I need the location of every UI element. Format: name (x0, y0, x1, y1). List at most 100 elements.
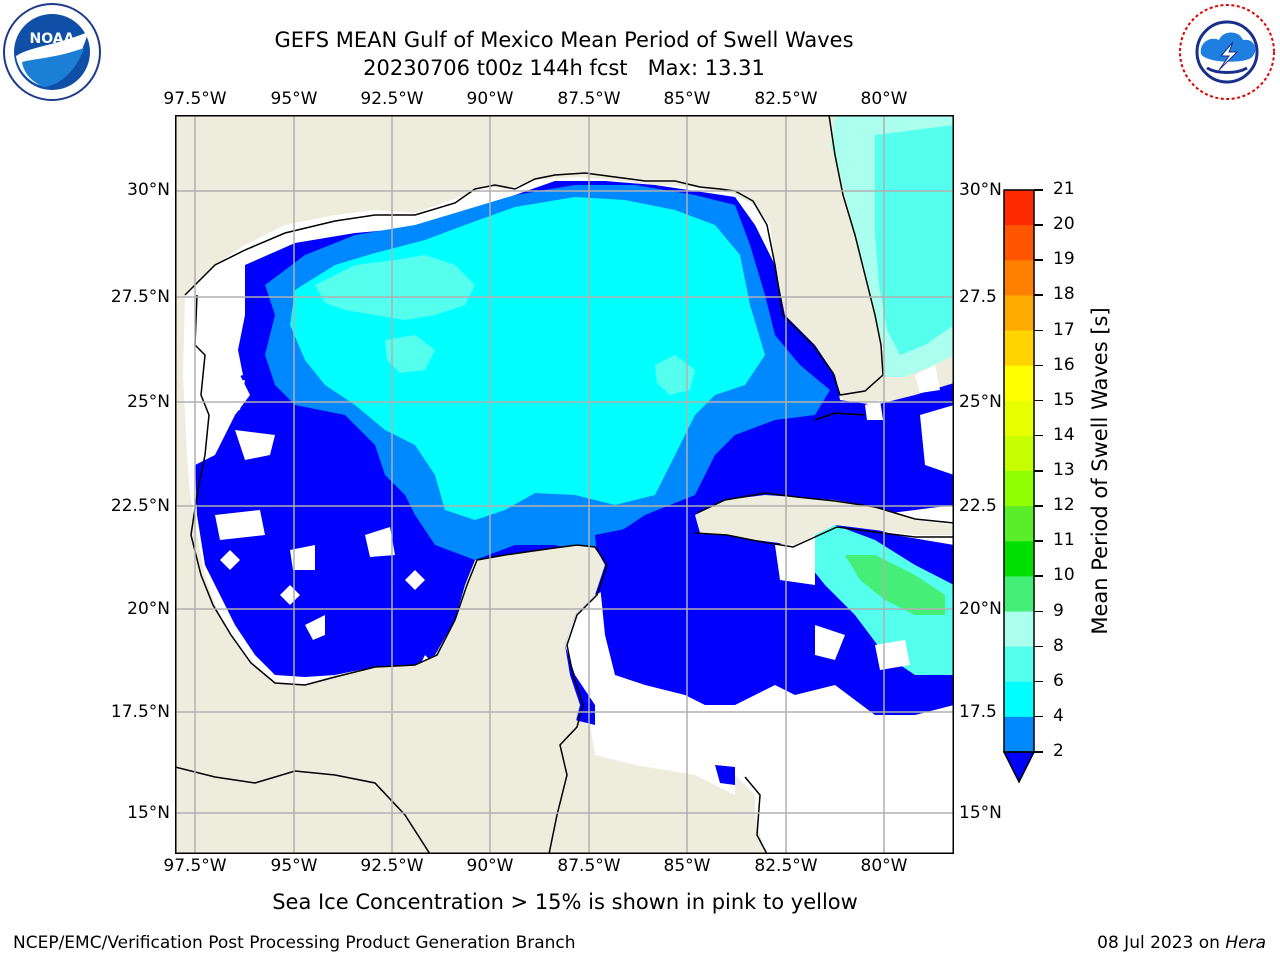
central-america-land (175, 755, 765, 854)
footer-credit: NCEP/EMC/Verification Post Processing Pr… (13, 933, 576, 953)
colorbar-extend-arrow (1002, 751, 1036, 784)
lat-label-right: 15°N (959, 803, 1002, 823)
colorbar-tick-mark (1034, 680, 1043, 683)
lon-label-top: 95°W (270, 89, 318, 109)
lat-label-right: 30°N (959, 180, 1002, 200)
colorbar-tick-mark (1034, 505, 1043, 507)
florida-land (755, 115, 885, 395)
colorbar-tick-mark (1034, 434, 1043, 437)
lat-label-left: 17.5°N (110, 702, 170, 722)
noaa-logo: NOAA (3, 3, 101, 101)
lon-label-top: 80°W (860, 89, 908, 109)
colorbar-tick-label: 19 (1053, 249, 1075, 270)
colorbar-segment (1004, 365, 1034, 402)
colorbar-tick-label: 16 (1053, 354, 1075, 375)
colorbar-segment (1004, 190, 1034, 226)
colorbar-segment (1004, 260, 1034, 296)
colorbar-tick-label: 11 (1053, 530, 1075, 551)
colorbar-segment (1004, 471, 1034, 507)
footer-date-text: 08 Jul 2023 on (1097, 933, 1226, 953)
colorbar-tick-label: 14 (1053, 424, 1075, 445)
footer-date: 08 Jul 2023 on Hera (1097, 933, 1266, 953)
colorbar-segment (1004, 400, 1034, 437)
lon-label-bottom: 90°W (466, 856, 514, 876)
lon-label-top: 87.5°W (557, 89, 621, 109)
lon-label-top: 90°W (466, 89, 514, 109)
colorbar-segment (1004, 506, 1034, 542)
colorbar-tick-mark (1034, 329, 1043, 331)
lat-label-left: 15°N (127, 803, 170, 823)
colorbar-segment (1004, 646, 1034, 683)
colorbar-tick-label: 13 (1053, 460, 1075, 480)
map-frame (175, 115, 954, 854)
colorbar-tick-mark (1034, 259, 1043, 261)
lat-label-right: 27.5 (959, 287, 997, 307)
coastlines (175, 115, 954, 854)
colorbar-segment (1004, 225, 1034, 261)
colorbar-tick-mark (1034, 224, 1043, 226)
colorbar-tick-label: 17 (1053, 319, 1075, 340)
colorbar-tick-mark (1034, 399, 1043, 402)
lat-label-left: 30°N (127, 180, 170, 200)
lat-label-right: 17.5 (959, 702, 997, 722)
lat-label-right: 20°N (959, 599, 1002, 619)
colorbar-tick-label: 10 (1053, 565, 1075, 586)
colorbar-tick-label: 20 (1053, 214, 1075, 235)
graticule (175, 115, 954, 854)
lon-label-bottom: 97.5°W (163, 856, 227, 876)
colorbar (1002, 189, 1036, 784)
colorbar-tick-mark (1034, 364, 1043, 367)
gulf-map (175, 115, 954, 854)
noaa-wordmark: NOAA (30, 31, 75, 47)
colorbar-tick-label: 12 (1053, 495, 1075, 516)
colorbar-tick-label: 21 (1053, 179, 1075, 199)
lat-label-left: 20°N (127, 599, 170, 619)
colorbar-segment (1004, 435, 1034, 472)
footer-machine: Hera (1225, 933, 1266, 953)
lon-label-bottom: 95°W (270, 856, 318, 876)
colorbar-tick-mark (1034, 715, 1043, 718)
lat-label-left: 25°N (127, 392, 170, 412)
lon-label-bottom: 80°W (860, 856, 908, 876)
colorbar-segment (1004, 611, 1034, 648)
lon-label-bottom: 82.5°W (754, 856, 818, 876)
lon-label-bottom: 87.5°W (557, 856, 621, 876)
colorbar-tick-mark (1034, 294, 1043, 296)
colorbar-tick-mark (1034, 470, 1043, 472)
colorbar-tick-label: 8 (1053, 635, 1064, 656)
colorbar-tick-mark (1034, 189, 1043, 191)
sea-ice-caption: Sea Ice Concentration > 15% is shown in … (272, 890, 858, 914)
colorbar-segment (1004, 681, 1034, 718)
lat-label-right: 25°N (959, 392, 1002, 412)
colorbar-segment (1004, 330, 1034, 367)
colorbar-tick-mark (1034, 610, 1043, 612)
chart-subtitle: 20230706 t00z 144h fcst Max: 13.31 (363, 56, 765, 80)
colorbar-segment (1004, 576, 1034, 612)
lon-label-top: 97.5°W (163, 89, 227, 109)
colorbar-label: Mean Period of Swell Waves [s] (1088, 307, 1112, 635)
colorbar-tick-label: 6 (1053, 670, 1064, 691)
lon-label-top: 82.5°W (754, 89, 818, 109)
nws-logo (1179, 4, 1275, 100)
colorbar-tick-mark (1034, 645, 1043, 648)
lon-label-bottom: 85°W (663, 856, 711, 876)
colorbar-segment (1004, 716, 1034, 753)
colorbar-tick-mark (1034, 540, 1043, 542)
cuba-land (695, 495, 954, 545)
colorbar-segment (1004, 295, 1034, 331)
colorbar-tick-label: 4 (1053, 705, 1064, 726)
colorbar-tick-mark (1034, 575, 1043, 577)
lon-label-top: 85°W (663, 89, 711, 109)
lon-label-top: 92.5°W (360, 89, 424, 109)
colorbar-tick-label: 9 (1053, 600, 1064, 621)
colorbar-segment (1004, 541, 1034, 577)
lat-label-left: 22.5°N (110, 496, 170, 516)
lat-label-left: 27.5°N (110, 287, 170, 307)
colorbar-tick-label: 18 (1053, 284, 1075, 305)
chart-title: GEFS MEAN Gulf of Mexico Mean Period of … (274, 28, 854, 52)
colorbar-tick-label: 2 (1053, 741, 1064, 761)
colorbar-tick-mark (1034, 751, 1043, 753)
colorbar-tick-label: 15 (1053, 389, 1075, 410)
lon-label-bottom: 92.5°W (360, 856, 424, 876)
lat-label-right: 22.5 (959, 496, 997, 516)
